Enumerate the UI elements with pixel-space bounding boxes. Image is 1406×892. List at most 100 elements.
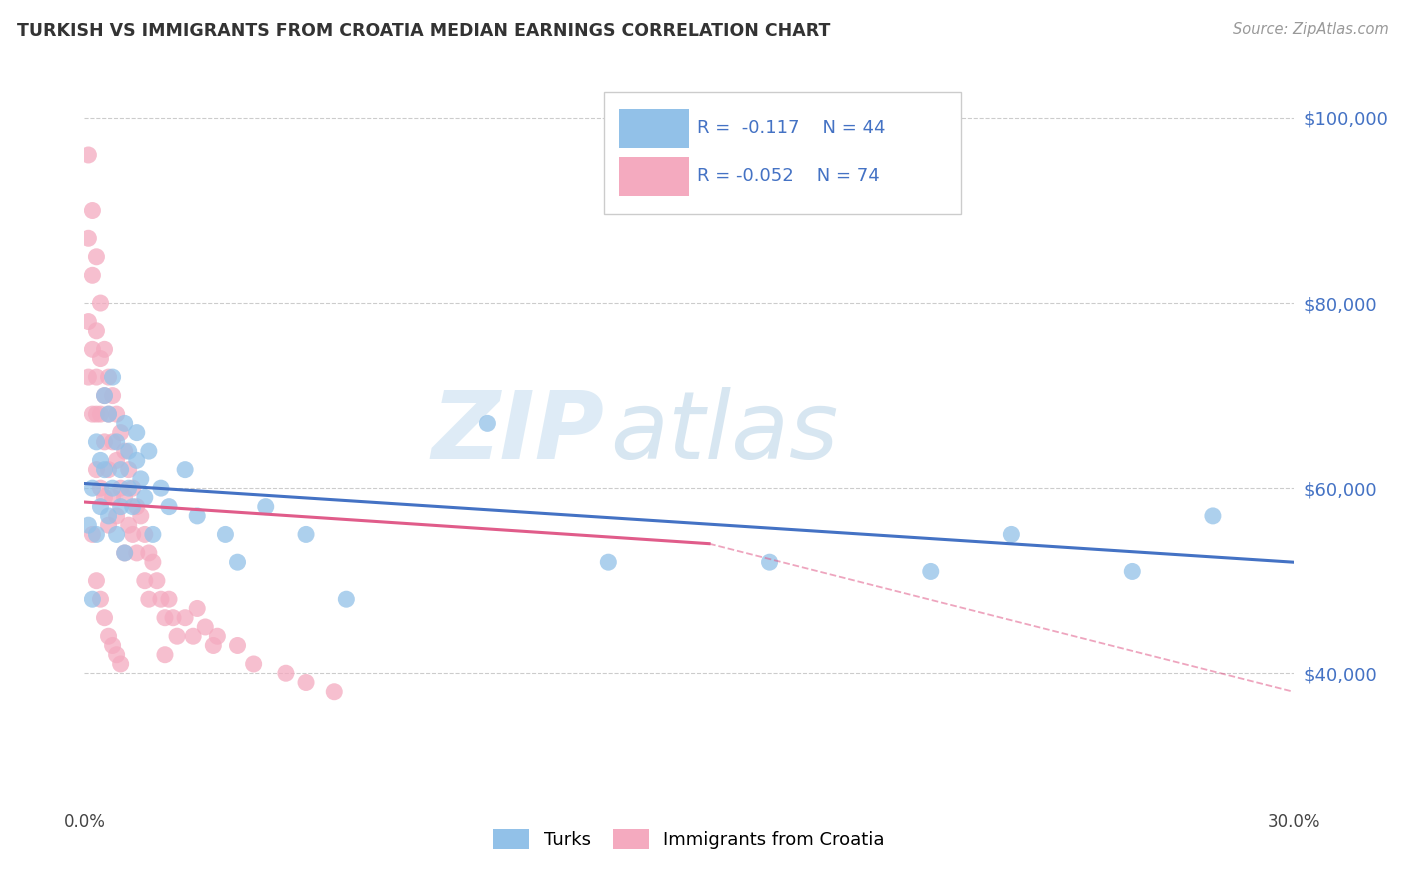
Point	[93, 462, 115, 476]
Point	[242, 657, 264, 671]
Point	[125, 546, 148, 560]
Point	[97, 407, 120, 421]
Point	[125, 425, 148, 440]
Point	[110, 462, 132, 476]
Point	[86, 462, 108, 476]
Point	[93, 491, 115, 505]
Point	[105, 508, 128, 523]
Point	[77, 148, 100, 162]
Point	[89, 592, 111, 607]
Point	[97, 370, 120, 384]
Point	[134, 574, 156, 588]
Point	[157, 592, 180, 607]
Point	[121, 481, 143, 495]
Point	[97, 462, 120, 476]
Point	[125, 500, 148, 514]
Point	[82, 592, 104, 607]
Point	[114, 491, 136, 505]
Point	[82, 407, 104, 421]
Point	[118, 481, 141, 495]
Point	[295, 675, 318, 690]
Point	[101, 370, 124, 384]
Point	[86, 324, 108, 338]
Point	[138, 592, 160, 607]
Point	[86, 527, 108, 541]
Point	[110, 481, 132, 495]
Point	[77, 370, 100, 384]
Point	[114, 417, 136, 431]
Point	[323, 685, 346, 699]
Point	[77, 314, 100, 328]
Point	[82, 203, 104, 218]
Point	[758, 555, 780, 569]
Point	[89, 500, 111, 514]
Point	[114, 546, 136, 560]
Point	[93, 388, 115, 402]
Point	[118, 444, 141, 458]
Point	[101, 434, 124, 449]
Point	[86, 574, 108, 588]
Point	[254, 500, 277, 514]
Point	[142, 555, 165, 569]
Point	[121, 527, 143, 541]
Point	[105, 434, 128, 449]
Point	[93, 610, 115, 624]
Point	[226, 639, 249, 653]
Point	[226, 555, 249, 569]
Point	[101, 481, 124, 495]
Point	[202, 639, 225, 653]
Point	[110, 657, 132, 671]
Point	[186, 508, 208, 523]
Point	[86, 407, 108, 421]
Point	[82, 268, 104, 283]
Point	[93, 434, 115, 449]
Point	[477, 417, 499, 431]
Point	[121, 500, 143, 514]
Point	[114, 444, 136, 458]
Point	[181, 629, 204, 643]
Text: ZIP: ZIP	[432, 386, 605, 479]
Point	[274, 666, 297, 681]
Point	[149, 481, 172, 495]
FancyBboxPatch shape	[619, 109, 689, 147]
FancyBboxPatch shape	[619, 157, 689, 195]
Text: R =  -0.117    N = 44: R = -0.117 N = 44	[697, 119, 886, 136]
Point	[105, 453, 128, 467]
Point	[1202, 508, 1225, 523]
Text: atlas: atlas	[610, 387, 838, 478]
Point	[920, 565, 942, 579]
Point	[101, 388, 124, 402]
Point	[146, 574, 169, 588]
Point	[186, 601, 208, 615]
Point	[149, 592, 172, 607]
Point	[97, 508, 120, 523]
Point	[114, 546, 136, 560]
Point	[214, 527, 236, 541]
Point	[194, 620, 217, 634]
Point	[105, 407, 128, 421]
Point	[134, 527, 156, 541]
Point	[86, 370, 108, 384]
Point	[153, 610, 176, 624]
Point	[207, 629, 229, 643]
Point	[97, 629, 120, 643]
Point	[110, 500, 132, 514]
Point	[89, 351, 111, 366]
Legend: Turks, Immigrants from Croatia: Turks, Immigrants from Croatia	[486, 822, 891, 856]
Point	[129, 508, 152, 523]
Point	[166, 629, 188, 643]
Point	[174, 610, 197, 624]
Point	[1121, 565, 1143, 579]
Point	[89, 481, 111, 495]
Point	[125, 453, 148, 467]
Point	[1000, 527, 1022, 541]
Point	[153, 648, 176, 662]
Point	[77, 518, 100, 533]
FancyBboxPatch shape	[605, 92, 962, 214]
Point	[89, 407, 111, 421]
Point	[97, 518, 120, 533]
Point	[335, 592, 357, 607]
Point	[118, 518, 141, 533]
Point	[174, 462, 197, 476]
Point	[138, 546, 160, 560]
